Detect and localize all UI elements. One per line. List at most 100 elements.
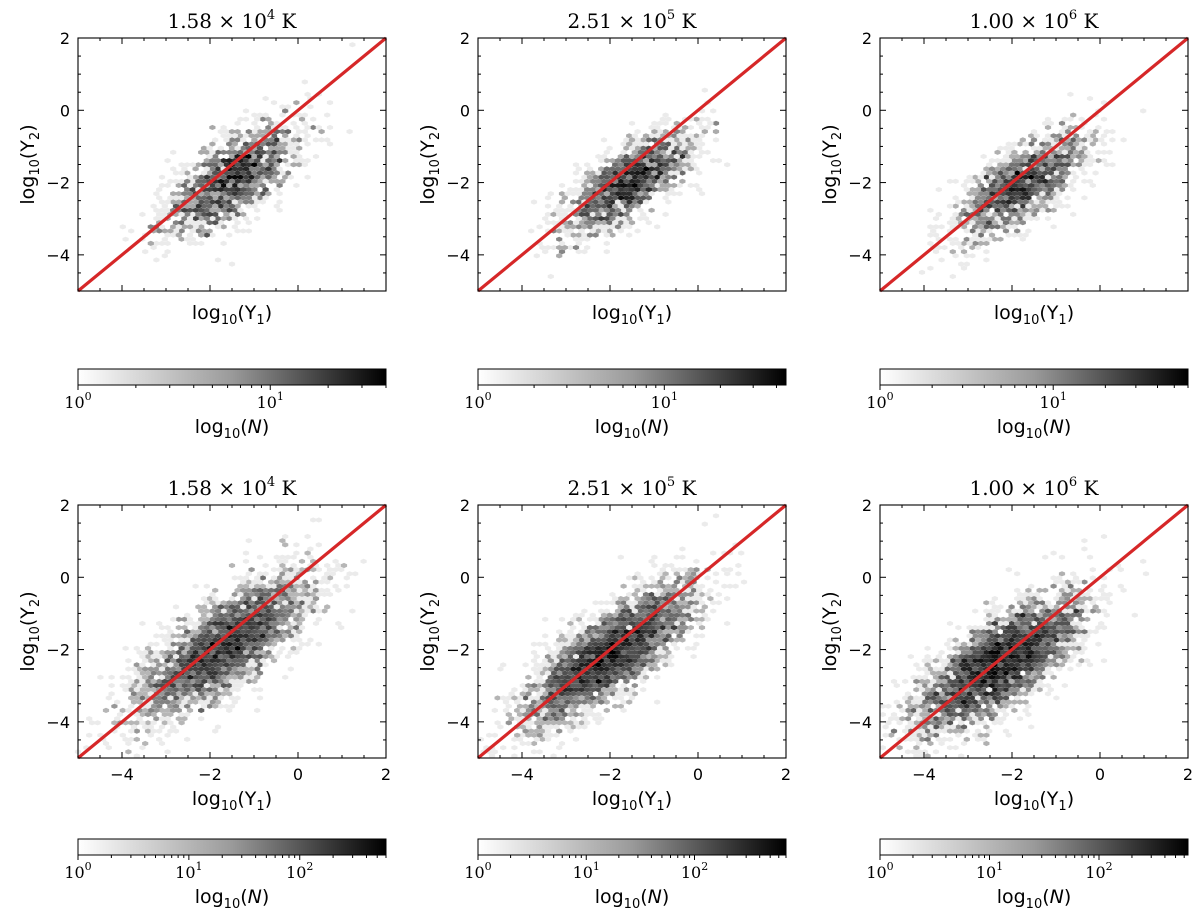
hexbin-cell [167, 695, 174, 701]
hexbin-cell [1005, 616, 1012, 622]
hexbin-cell [924, 645, 931, 651]
hexbin-cell [997, 687, 1004, 693]
hexbin-cell [1061, 616, 1068, 622]
hexbin-cell [991, 211, 998, 217]
hexbin-cell [980, 195, 987, 201]
hexbin-cell [997, 678, 1004, 684]
hexbin-cell [606, 203, 613, 209]
hexbin-cell [969, 720, 976, 726]
y-axis-label: log10(Y2) [417, 124, 443, 204]
hexbin-cell [184, 678, 191, 684]
hexbin-cell [1019, 236, 1026, 242]
hexbin-cell [1039, 600, 1046, 606]
hexbin-cell [1005, 625, 1012, 631]
hexbin-cell [916, 749, 923, 755]
hexbin-cell [603, 224, 610, 230]
hexbin-cell [724, 620, 731, 626]
hexbin-cell [254, 649, 261, 655]
hexbin-cell [290, 137, 297, 143]
hexbin-cell [161, 253, 168, 259]
hexbin-cell [505, 720, 512, 726]
hexbin-cell [1008, 170, 1015, 176]
hexbin-cell [1030, 662, 1038, 668]
hexbin-cell [259, 182, 266, 188]
hexbin-cell [581, 707, 588, 713]
hexbin-cell [924, 662, 931, 668]
hexbin-cell [547, 666, 554, 672]
hexbin-cell [1089, 133, 1096, 139]
hexbin-cell [198, 666, 205, 672]
hexbin-cell [158, 666, 166, 672]
hexbin-cell [1047, 195, 1054, 201]
hexbin-cell [318, 129, 325, 135]
hexbin-cell [620, 649, 627, 655]
hexbin-cell [1030, 687, 1038, 693]
hexbin-cell [924, 753, 931, 759]
hexbin-cell [167, 645, 174, 651]
hexbin-cell [217, 203, 224, 209]
hexbin-cell [270, 174, 278, 180]
hexbin-cell [1008, 187, 1015, 193]
hexbin-cell [1000, 674, 1007, 680]
hexbin-cell [293, 600, 300, 606]
hexbin-cell [960, 641, 968, 647]
hexbin-cell [988, 600, 996, 606]
colorbar-gradient [477, 368, 787, 386]
hexbin-cell [944, 683, 951, 689]
hexbin-cell [564, 674, 571, 680]
hexbin-cell [284, 654, 292, 660]
colorbar-gradient [77, 368, 387, 386]
hexbin-cell [1042, 145, 1049, 151]
hexbin-cell [634, 629, 641, 635]
hexbin-cell [561, 703, 568, 709]
hexbin-cell [1042, 162, 1049, 168]
hexbin-cell [1044, 683, 1052, 689]
hexbin-cell [1022, 616, 1029, 622]
hexbin-cell [226, 608, 233, 614]
hexbin-cell [156, 187, 163, 193]
hexbin-cell [1100, 116, 1108, 122]
hexbin-cell [282, 600, 289, 606]
y-tick-label: −2 [46, 641, 70, 660]
hexbin-cell [687, 567, 694, 573]
hexbin-cell [1067, 641, 1074, 647]
hexbin-cell [724, 596, 731, 602]
reference-line [476, 503, 788, 760]
hexbin-cell [1016, 674, 1024, 680]
hexbin-cell [600, 637, 608, 643]
hexbin-cell [659, 591, 666, 597]
hexbin-cell [234, 604, 241, 610]
hexbin-cell [268, 645, 275, 651]
hexbin-cell [1025, 612, 1032, 618]
hexbin-cell [1019, 654, 1026, 660]
hexbin-cell [586, 641, 594, 647]
hexbin-cell [958, 678, 965, 684]
hexbin-cell [584, 203, 591, 209]
hexbin-cell [659, 182, 666, 188]
hexbin-cell [245, 187, 252, 193]
hexbin-cell [1019, 162, 1026, 168]
colorbar-tick-label: 100 [866, 860, 893, 882]
hexbin-cell [279, 178, 286, 184]
hexbin-cell [203, 158, 210, 164]
hexbin-cell [620, 658, 627, 664]
hexbin-cell [206, 211, 213, 217]
hexbin-cell [648, 124, 655, 130]
hexbin-cell [670, 149, 678, 155]
colorbar-tick-label: 102 [286, 860, 313, 882]
hexbin-cell [265, 191, 272, 197]
hexbin-cell [949, 216, 956, 222]
hexbin-cell [620, 666, 627, 672]
hexbin-cell [214, 158, 222, 164]
hexbin-cell [572, 170, 580, 176]
hexbin-cell [687, 149, 694, 155]
hexbin-cell [231, 141, 238, 147]
hexbin-cell [248, 158, 255, 164]
hexbin-cell [617, 211, 624, 217]
hexbin-cell [184, 645, 191, 651]
hexbin-cell [282, 158, 289, 164]
hexbin-cell [254, 158, 261, 164]
hexbin-cell [631, 658, 638, 664]
hexbin-cell [896, 703, 903, 709]
